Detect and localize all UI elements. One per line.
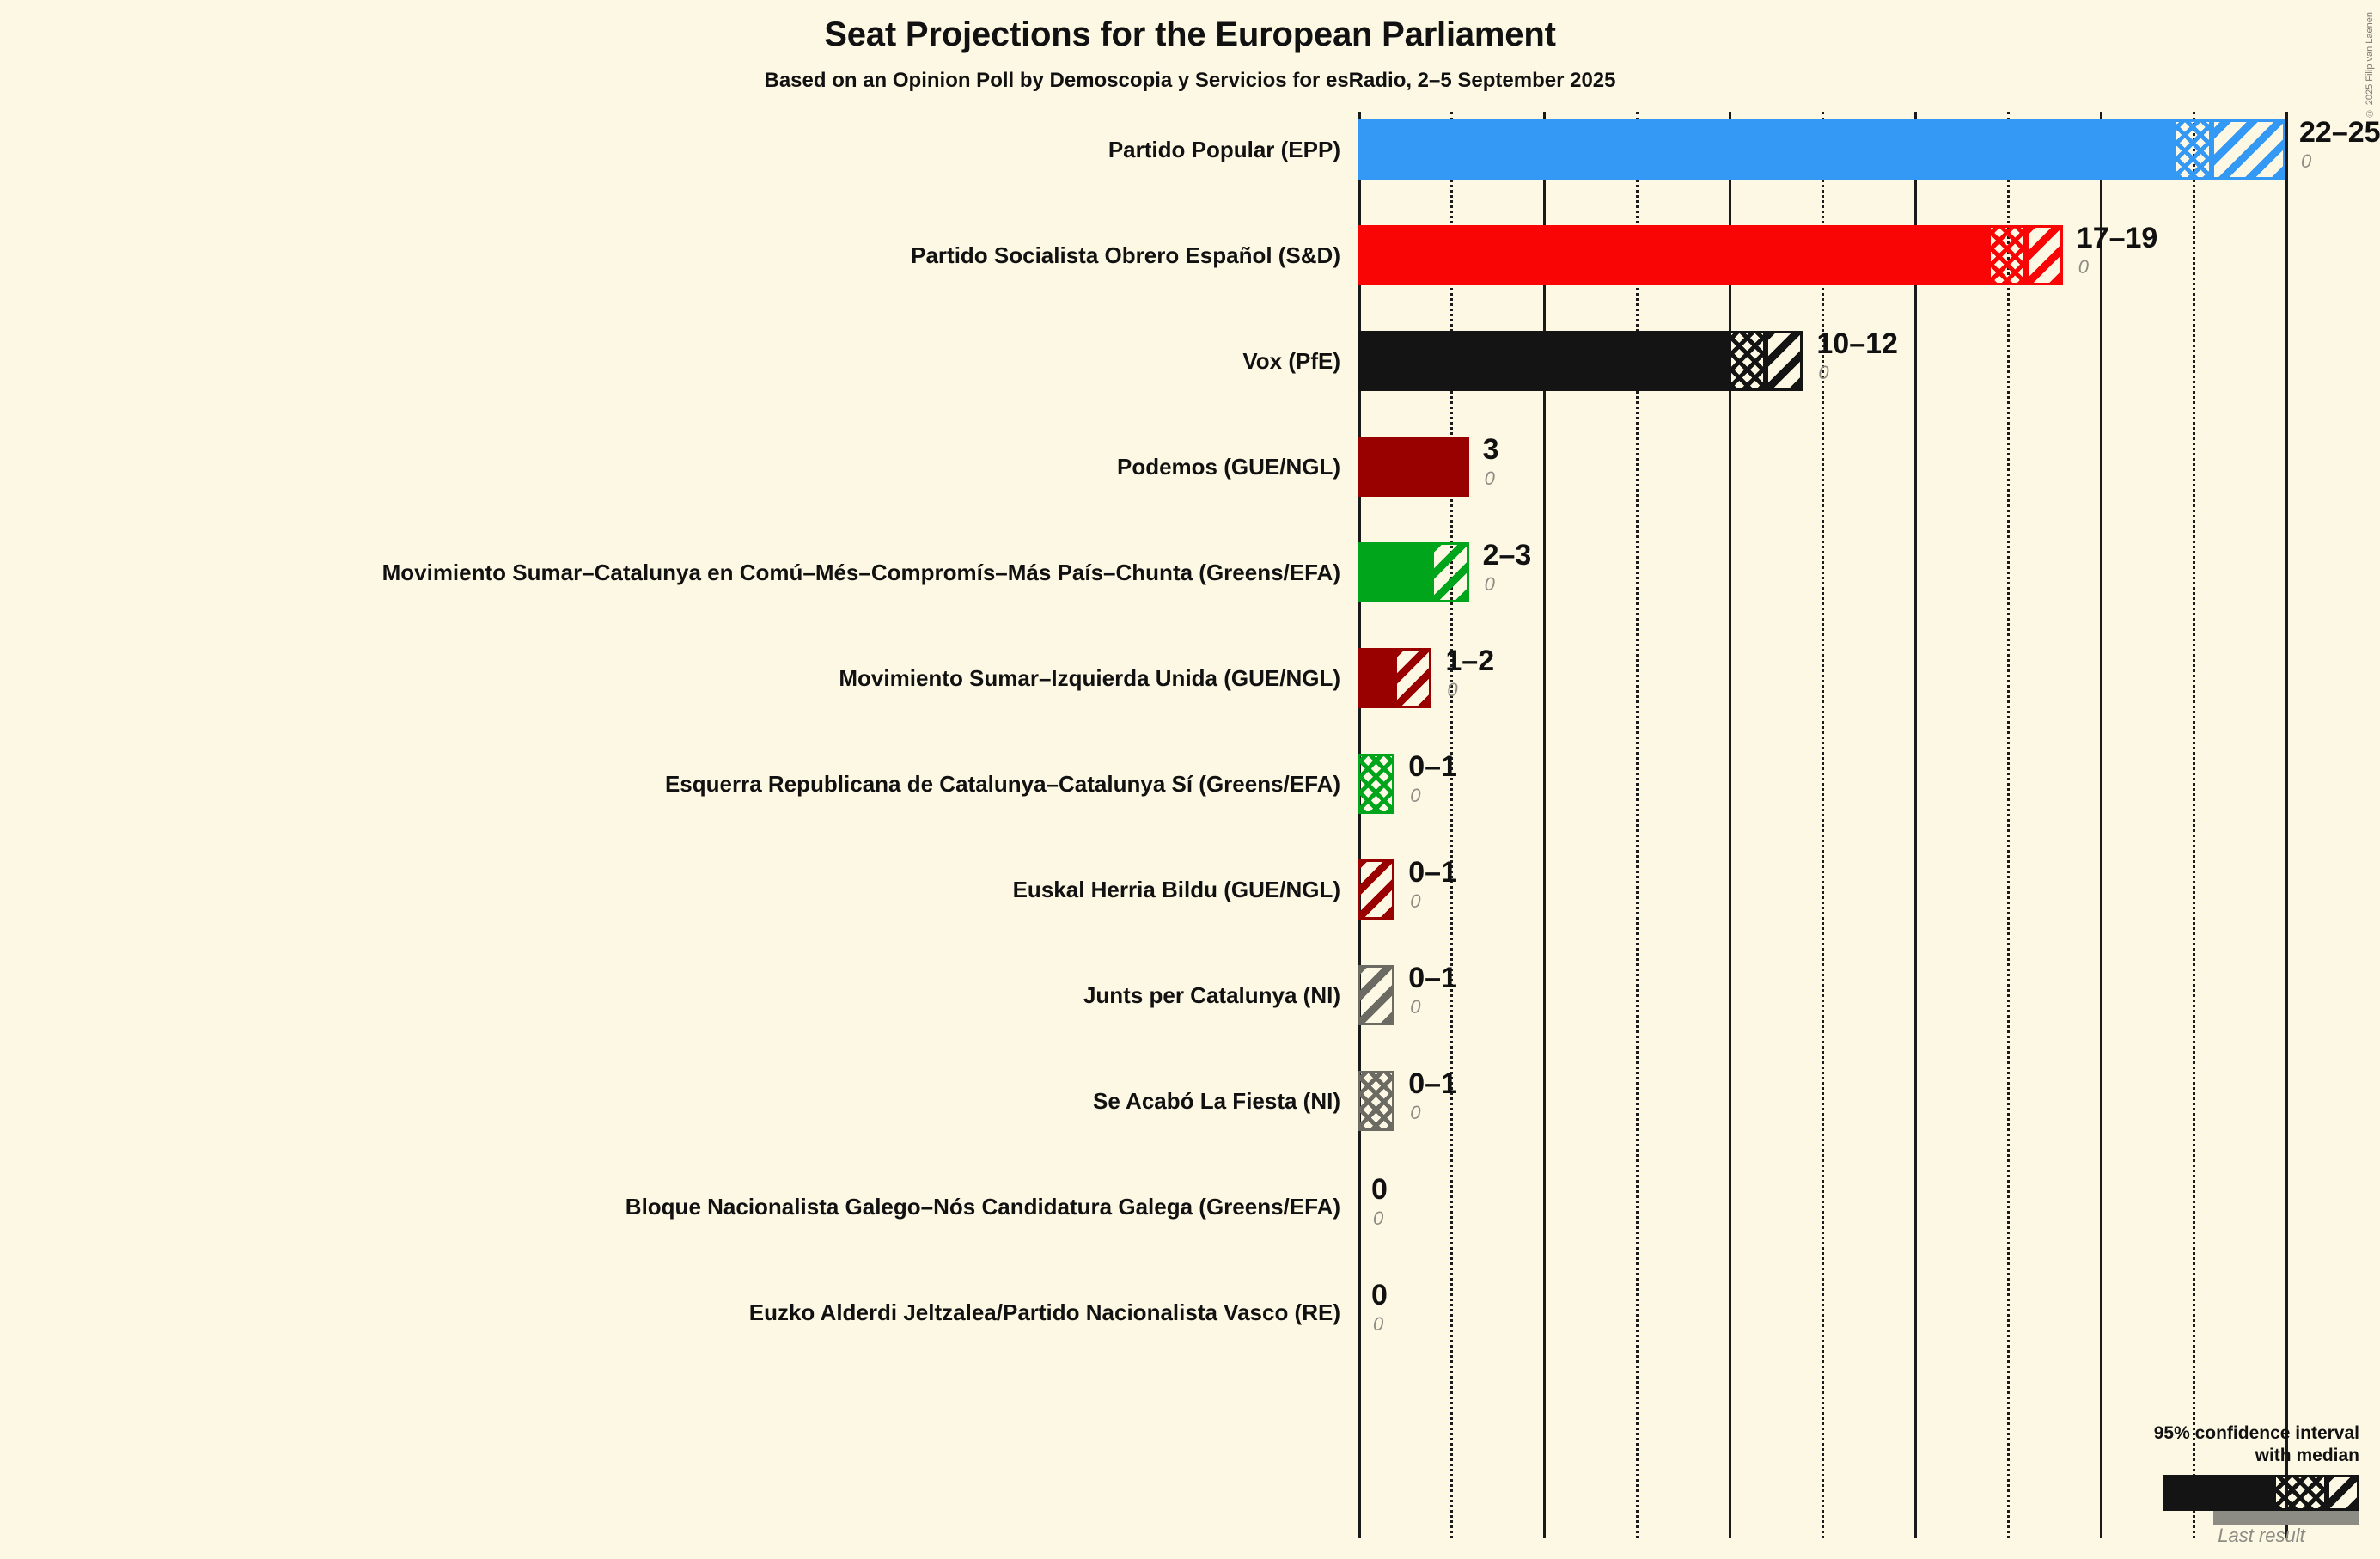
legend: 95% confidence interval with median Last… [2102,1422,2359,1547]
party-label: Vox (PfE) [1242,348,1340,374]
bar-last-result-label: 0 [1410,890,1421,912]
bar-last-result-label: 0 [1410,785,1421,806]
bar-last-result-label: 0 [1484,468,1495,489]
axis-line [1358,112,1361,1538]
legend-line-2: with median [2255,1446,2359,1466]
plot-area: Partido Popular (EPP) 22–25 0 Partido Socia… [0,112,2380,1538]
party-label: Se Acabó La Fiesta (NI) [1093,1088,1340,1114]
bar-segment-solid [1358,437,1469,497]
gridline-major [1914,112,1917,1538]
gridline-minor [2007,112,2010,1538]
bar-row: Partido Popular (EPP) 22–25 0 [0,112,2380,217]
bar-row: Euskal Herria Bildu (GUE/NGL) 0–1 0 [0,852,2380,957]
party-label: Euzko Alderdi Jeltzalea/Partido Nacional… [748,1299,1340,1325]
bar-value-label: 17–19 [2076,222,2158,254]
gridline-minor [2193,112,2195,1538]
party-label: Partido Popular (EPP) [1108,137,1340,162]
bar-row: Euzko Alderdi Jeltzalea/Partido Nacional… [0,1275,2380,1380]
party-label: Movimiento Sumar–Izquierda Unida (GUE/NG… [839,665,1340,691]
bar-segment-median-hatch [1358,754,1395,814]
bar-value-label: 0–1 [1408,962,1457,994]
copyright-notice: © 2025 Filip van Laenen [2365,12,2375,119]
bar-segment-solid [1358,119,2175,180]
legend-solid-part [2163,1474,2273,1511]
party-label: Bloque Nacionalista Galego–Nós Candidatu… [625,1194,1340,1220]
bar-segment-solid [1358,542,1432,602]
gridline-minor [1822,112,1824,1538]
bar-segment-solid [1358,331,1729,391]
page-subtitle: Based on an Opinion Poll by Demoscopia y… [764,69,1616,92]
legend-ci-swatch [2163,1474,2359,1511]
legend-upper-part [2327,1474,2359,1511]
party-label: Movimiento Sumar–Catalunya en Comú–Més–C… [381,559,1340,585]
bar-segment-solid [1358,648,1395,708]
bar-value-label: 0 [1371,1279,1388,1311]
bar-row: Movimiento Sumar–Izquierda Unida (GUE/NG… [0,640,2380,746]
gridline-major [2100,112,2102,1538]
bar-last-result-label: 0 [1484,573,1495,595]
bar-value-label: 3 [1482,433,1499,466]
bar-segment-median-hatch [1358,1071,1395,1131]
bar-last-result-label: 0 [2078,256,2090,278]
gridline-major [2285,112,2288,1538]
bar-segment-upper-hatch [1431,542,1469,602]
bar-row: Movimiento Sumar–Catalunya en Comú–Més–C… [0,535,2380,640]
bar-last-result-label: 0 [2301,150,2312,172]
bar-row: Podemos (GUE/NGL) 3 0 [0,429,2380,535]
bar-segment-upper-hatch [1766,331,1803,391]
party-label: Partido Socialista Obrero Español (S&D) [911,242,1340,268]
bar-segment-median-hatch [1988,225,2026,285]
party-label: Podemos (GUE/NGL) [1116,454,1340,480]
bar-value-label: 1–2 [1445,645,1495,677]
bar-segment-upper-hatch [2025,225,2063,285]
legend-last-result-swatch [2213,1510,2359,1525]
bar-value-label: 2–3 [1482,539,1532,572]
legend-last-result-label: Last result [2218,1524,2305,1546]
bar-last-result-label: 0 [1447,679,1458,700]
bar-segment-median-hatch [2174,119,2212,180]
bar-row: Partido Socialista Obrero Español (S&D) 1… [0,217,2380,323]
party-label: Junts per Catalunya (NI) [1083,982,1340,1008]
bar-last-result-label: 0 [1373,1207,1384,1229]
bar-value-label: 0–1 [1408,1067,1457,1100]
page-title: Seat Projections for the European Parlia… [824,15,1556,53]
bar-segment-upper-hatch [1394,648,1432,708]
legend-median-part [2273,1474,2327,1511]
bar-segment-upper-hatch [2211,119,2285,180]
bar-segment-upper-hatch [1358,965,1395,1025]
bar-segment-upper-hatch [1358,859,1395,920]
bar-row: Vox (PfE) 10–12 0 [0,323,2380,429]
party-label: Esquerra Republicana de Catalunya–Catalu… [664,771,1340,797]
legend-line-1: 95% confidence interval [2153,1423,2359,1444]
bar-segment-median-hatch [1729,331,1767,391]
party-label: Euskal Herria Bildu (GUE/NGL) [1012,877,1340,902]
bar-row: Junts per Catalunya (NI) 0–1 0 [0,957,2380,1063]
gridline-major [1729,112,1731,1538]
bar-row: Se Acabó La Fiesta (NI) 0–1 0 [0,1063,2380,1169]
bar-value-label: 10–12 [1816,327,1898,360]
bar-value-label: 0 [1371,1173,1388,1206]
gridline-minor [1450,112,1453,1538]
bar-last-result-label: 0 [1410,1102,1421,1123]
bar-value-label: 0–1 [1408,750,1457,783]
bar-last-result-label: 0 [1373,1313,1384,1335]
bar-row: Esquerra Republicana de Catalunya–Catalu… [0,746,2380,852]
bar-value-label: 0–1 [1408,856,1457,889]
gridline-major [1543,112,1546,1538]
bar-value-label: 22–25 [2299,116,2380,149]
bar-last-result-label: 0 [1818,362,1829,383]
gridline-minor [1636,112,1639,1538]
bar-segment-solid [1358,225,1989,285]
bar-last-result-label: 0 [1410,996,1421,1018]
bar-row: Bloque Nacionalista Galego–Nós Candidatu… [0,1169,2380,1275]
